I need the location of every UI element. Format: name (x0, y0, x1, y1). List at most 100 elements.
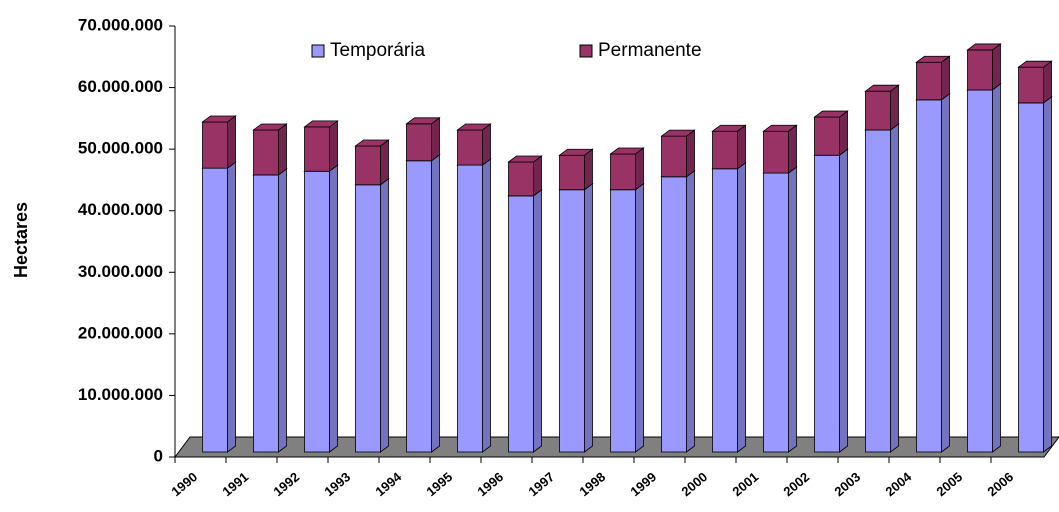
bar-segment (252, 123, 288, 176)
bar-side (941, 93, 950, 453)
bar-segment (1017, 60, 1053, 104)
y-tick-label: 40.000.000 (78, 200, 163, 219)
bar-front (1018, 66, 1044, 104)
legend-swatch (579, 44, 593, 58)
bar-side (584, 182, 593, 453)
bar-front (457, 164, 483, 453)
x-tick-label: 2002 (780, 469, 812, 499)
bar-front (967, 49, 993, 91)
bar-front (610, 153, 636, 191)
bar-segment (558, 148, 594, 191)
bar-side (584, 148, 593, 191)
bar-segment (609, 147, 645, 191)
bar-front (406, 123, 432, 162)
bar-top (711, 124, 747, 132)
bar-side (941, 55, 950, 101)
x-tick-label: 1999 (627, 469, 659, 499)
bar-segment (303, 120, 339, 173)
bar-front (406, 160, 432, 453)
bar-side (533, 189, 542, 453)
bar-side (737, 161, 746, 453)
bar-front (202, 167, 228, 453)
bar-segment (915, 93, 951, 453)
bar-front (1018, 102, 1044, 453)
bar-side (686, 169, 695, 453)
bar-segment (507, 155, 543, 197)
bar-front (355, 184, 381, 453)
bar-side (278, 123, 287, 176)
bar-top (252, 123, 288, 131)
bar-side (839, 148, 848, 453)
bar-segment (813, 110, 849, 157)
bar-segment (711, 124, 747, 170)
bar-segment (507, 189, 543, 453)
bar-front (814, 154, 840, 453)
y-tick-label: 70.000.000 (78, 15, 163, 34)
bar-side (227, 161, 236, 453)
bar-top (303, 120, 339, 128)
bar-side (431, 153, 440, 453)
bar-front (865, 90, 891, 131)
x-tick-label: 1991 (219, 469, 251, 499)
bar-segment (456, 158, 492, 453)
bar-side (329, 164, 338, 453)
bar-side (737, 124, 746, 170)
bar-front (304, 170, 330, 453)
bar-segment (762, 124, 798, 174)
bar-segment (660, 129, 696, 178)
bar-front (865, 129, 891, 453)
x-tick-label: 1998 (576, 469, 608, 499)
bar-side (788, 124, 797, 174)
bar-side (482, 158, 491, 453)
x-tick-label: 1992 (270, 469, 302, 499)
bar-segment (405, 153, 441, 453)
bar-top (864, 84, 900, 92)
bar-side (380, 177, 389, 453)
bar-segment (354, 139, 390, 186)
legend-label: Temporária (330, 40, 425, 61)
bar-segment (711, 161, 747, 453)
bar-side (992, 83, 1001, 453)
bar-front (712, 130, 738, 170)
x-tick-label: 1990 (168, 469, 200, 499)
bar-front (763, 130, 789, 174)
x-tick-label: 2003 (831, 469, 863, 499)
y-tick-label: 50.000.000 (78, 139, 163, 158)
bar-segment (354, 177, 390, 453)
bar-side (839, 110, 848, 157)
bar-front (763, 172, 789, 453)
y-tick-label: 60.000.000 (78, 77, 163, 96)
bar-side (890, 84, 899, 131)
bar-front (253, 174, 279, 453)
bar-side (635, 147, 644, 191)
x-tick-label: 1996 (474, 469, 506, 499)
x-tick-label: 1997 (525, 469, 557, 499)
x-tick-label: 2006 (984, 469, 1016, 499)
bar-top (456, 123, 492, 131)
y-tick-label: 30.000.000 (78, 262, 163, 281)
legend-label: Permanente (598, 40, 702, 61)
bar-segment (966, 43, 1002, 91)
bar-side (992, 43, 1001, 91)
bar-front (457, 129, 483, 166)
bar-front (814, 116, 840, 156)
bar-segment (813, 148, 849, 453)
x-tick-label: 1995 (423, 469, 455, 499)
bar-side (227, 115, 236, 169)
bar-side (278, 168, 287, 453)
bar-top (354, 139, 390, 147)
bar-segment (864, 84, 900, 131)
bar-front (661, 135, 687, 178)
x-tick-label: 1993 (321, 469, 353, 499)
bar-side (329, 120, 338, 173)
bar-front (610, 189, 636, 453)
bar-side (635, 182, 644, 453)
bar-front (559, 189, 585, 453)
bar-top (558, 148, 594, 156)
x-tick-label: 2000 (678, 469, 710, 499)
bar-top (915, 55, 951, 63)
bar-segment (252, 168, 288, 453)
bar-top (813, 110, 849, 118)
x-tick-label: 2001 (729, 469, 761, 499)
